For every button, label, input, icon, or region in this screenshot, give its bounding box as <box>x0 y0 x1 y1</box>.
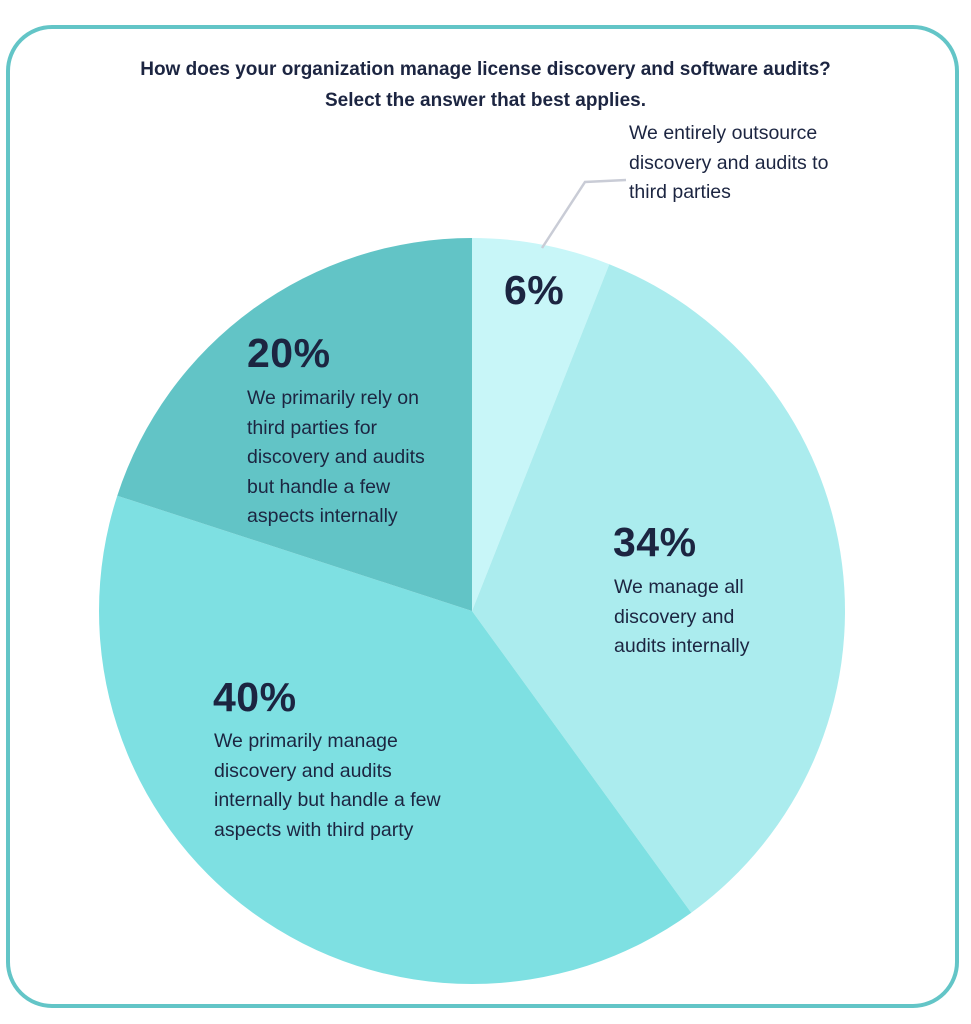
desc-line: discovery and audits <box>214 759 392 782</box>
desc-line: discovery and <box>614 605 735 628</box>
desc-line: aspects with third party <box>214 818 414 841</box>
pie-slice-mostly-internal <box>99 495 692 984</box>
slice-desc-internal: We manage all discovery and audits inter… <box>614 573 834 662</box>
desc-line: audits internally <box>614 635 750 657</box>
desc-line: third parties <box>629 181 731 203</box>
desc-line: We primarily rely on <box>247 387 419 409</box>
chart-title-line-1: How does your organization manage licens… <box>140 59 831 80</box>
desc-line: We primarily manage <box>214 730 398 752</box>
pie-slices <box>99 238 845 984</box>
chart-title-line-2: Select the answer that best applies. <box>325 90 646 111</box>
pie-slice-outsource <box>472 238 610 611</box>
slice-desc-mostly-third-party: We primarily rely on third parties for d… <box>247 384 467 532</box>
desc-line: discovery and audits to <box>629 151 829 174</box>
pie-slice-mostly-third-party <box>117 238 472 611</box>
slice-pct-outsource: 6% <box>504 267 565 313</box>
pie-slice-internal <box>472 264 845 913</box>
desc-line: We manage all <box>614 576 744 598</box>
leader-line <box>540 178 627 249</box>
desc-line: aspects internally <box>247 505 398 527</box>
desc-line: third parties for <box>247 416 378 439</box>
desc-line: but handle a few <box>247 475 391 498</box>
desc-line: internally but handle a few <box>214 789 441 811</box>
slice-desc-mostly-internal: We primarily manage discovery and audits… <box>214 727 514 845</box>
slice-pct-mostly-third-party: 20% <box>247 330 331 376</box>
desc-line: We entirely outsource <box>629 122 818 144</box>
desc-line: discovery and audits <box>247 446 425 468</box>
slice-pct-internal: 34% <box>613 519 697 565</box>
slice-pct-mostly-internal: 40% <box>213 674 297 720</box>
slice-desc-outsource: We entirely outsource discovery and audi… <box>629 119 889 208</box>
